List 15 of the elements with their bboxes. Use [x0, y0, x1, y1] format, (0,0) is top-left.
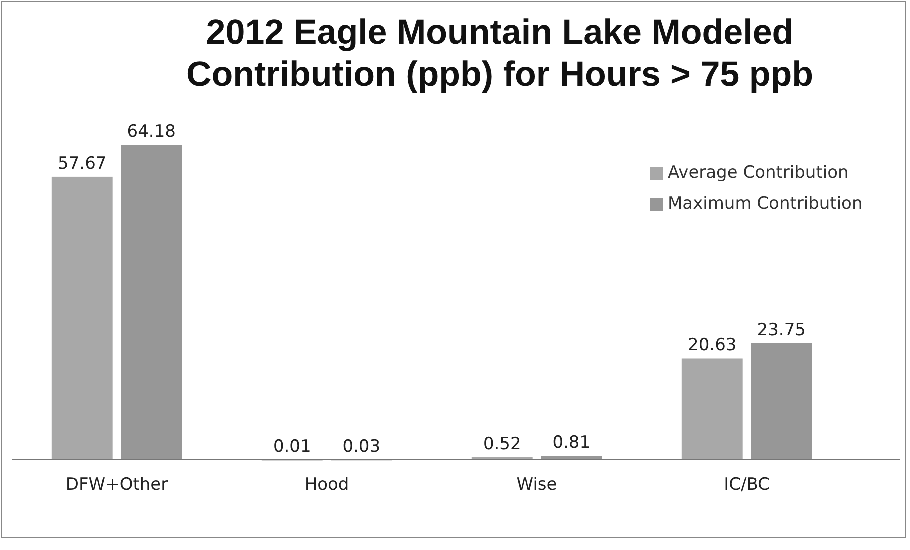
data-label: 57.67	[58, 154, 107, 174]
x-tick-label: Wise	[516, 475, 558, 496]
x-tick-label: IC/BC	[724, 475, 770, 496]
data-label: 64.18	[127, 122, 176, 142]
legend-label: Maximum Contribution	[668, 194, 863, 214]
data-label: 0.52	[483, 434, 522, 454]
data-label: 0.01	[273, 436, 312, 457]
data-label: 23.75	[757, 320, 806, 340]
chart-title: 2012 Eagle Mountain Lake Modeled Contribution (ppb) for Hours > 75 ppb	[185, 12, 814, 96]
x-tick-label: Hood	[304, 475, 350, 496]
legend-label: Average Contribution	[668, 163, 849, 183]
data-label: 0.03	[342, 436, 381, 457]
x-tick-label: DFW+Other	[66, 475, 168, 496]
data-label: 0.81	[552, 433, 591, 454]
data-label: 20.63	[688, 336, 737, 356]
